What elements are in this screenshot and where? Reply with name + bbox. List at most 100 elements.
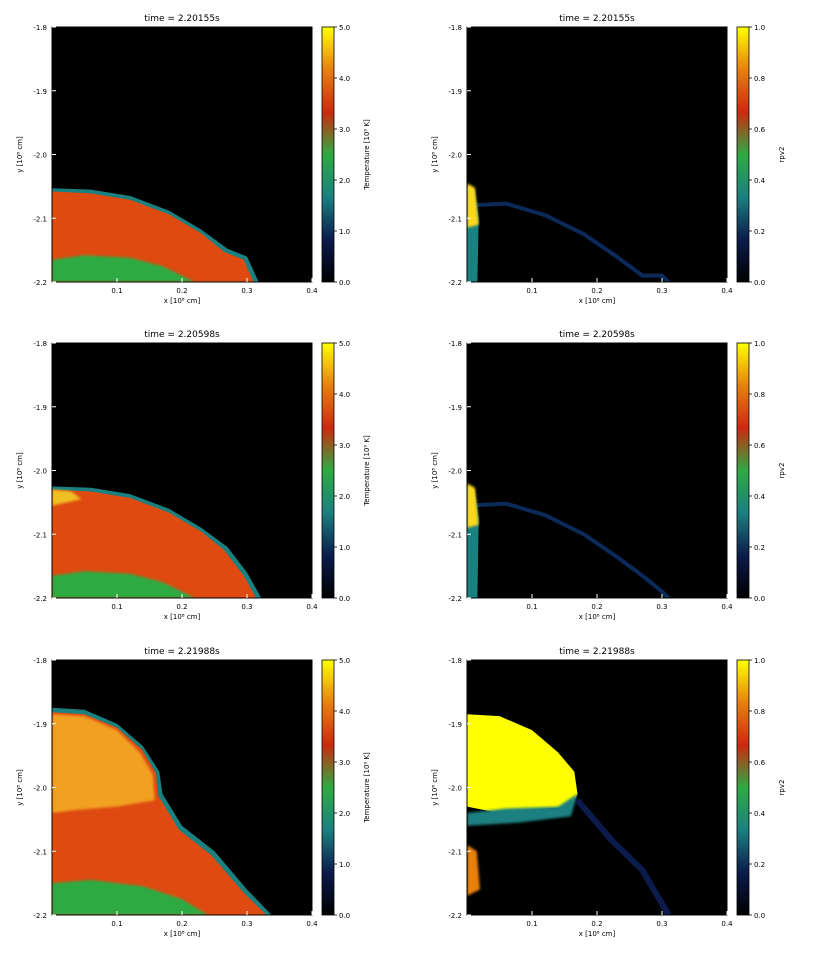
panel-1: time = 2.20155s -1.8 -1.9 -2.0 -2.1 -2.2 0.1 0.… (16, 14, 371, 305)
colorbar-label: Temperature [10⁹ K] (363, 119, 371, 191)
x-tick-label: 0.3 (656, 287, 667, 295)
y-tick-label: -2.1 (448, 215, 462, 223)
colorbar-label: rpv2 (778, 463, 786, 479)
ash-shell (575, 798, 672, 915)
colorbar-tick-label: 0.2 (754, 228, 765, 236)
colorbar-tick-label: 0.6 (754, 759, 766, 767)
panel-2: time = 2.20155s -1.8 -1.9 -2.0 -2.1 -2.2 0.1 0.… (431, 14, 786, 305)
hot-spot (52, 489, 82, 506)
heatmap-background (467, 27, 727, 282)
colorbar-tick-label: 0.8 (754, 391, 765, 399)
colorbar-tick-label: 2.0 (339, 810, 350, 818)
colorbar-tick-label: 0.0 (754, 595, 765, 603)
colorbar-tick-label: 1.0 (754, 657, 765, 665)
colorbar-tick-label: 3.0 (339, 759, 350, 767)
y-tick-label: -1.8 (448, 340, 462, 348)
y-axis-label: y [10⁸ cm] (16, 452, 24, 489)
ash-column (467, 844, 480, 896)
colorbar-tick-label: 5.0 (339, 24, 350, 32)
x-tick-label: 0.4 (306, 920, 318, 928)
y-tick-label: -1.8 (448, 657, 462, 665)
x-tick-label: 0.2 (176, 287, 187, 295)
colorbar-tick-label: 4.0 (339, 75, 350, 83)
colorbar (321, 26, 335, 283)
colorbar-tick-label: 0.4 (754, 177, 766, 185)
x-tick-label: 0.3 (241, 920, 252, 928)
x-tick-label: 0.1 (526, 920, 537, 928)
colorbar-tick-label: 2.0 (339, 493, 350, 501)
y-tick-label: -2.0 (448, 152, 462, 160)
colorbar-tick-label: 4.0 (339, 708, 350, 716)
y-tick-label: -2.0 (33, 468, 47, 476)
x-tick-label: 0.2 (176, 603, 187, 611)
y-tick-label: -1.8 (448, 24, 462, 32)
colorbar-tick-label: 0.2 (754, 544, 765, 552)
panel-4: time = 2.20598s -1.8 -1.9 -2.0 -2.1 -2.2 0.1 0.… (431, 330, 786, 621)
y-tick-label: -1.9 (448, 404, 462, 412)
y-tick-label: -2.2 (33, 912, 47, 920)
ash-core (467, 483, 479, 528)
colorbar-tick-label: 0.8 (754, 708, 765, 716)
y-tick-label: -1.9 (448, 721, 462, 729)
x-tick-label: 0.2 (591, 920, 602, 928)
colorbar-tick-label: 0.0 (339, 595, 350, 603)
y-tick-label: -2.0 (33, 785, 47, 793)
y-axis-label: y [10⁸ cm] (431, 452, 439, 489)
panel-6: time = 2.21988s -1.8 -1.9 -2.0 -2.1 -2.2 0.1 0.… (431, 647, 786, 938)
colorbar (321, 659, 335, 916)
heatmap-field (52, 707, 272, 915)
panel-title: time = 2.21988s (144, 647, 220, 657)
hot-region-body (52, 489, 257, 598)
colorbar-label: rpv2 (778, 780, 786, 796)
ash-bubble-base (467, 793, 578, 826)
x-tick-label: 0.3 (241, 603, 252, 611)
colorbar-tick-label: 0.4 (754, 493, 766, 501)
ash-shell (467, 201, 670, 282)
panel-title: time = 2.20598s (144, 330, 220, 340)
y-tick-label: -1.9 (448, 88, 462, 96)
y-tick-label: -2.0 (448, 468, 462, 476)
y-tick-label: -2.2 (33, 279, 47, 287)
cool-core-region (52, 571, 195, 598)
heatmap-field (467, 483, 670, 598)
x-tick-label: 0.2 (591, 287, 602, 295)
y-tick-label: -1.9 (33, 721, 47, 729)
panel-title: time = 2.20155s (559, 14, 635, 24)
colorbar-tick-label: 5.0 (339, 657, 350, 665)
x-axis-label: x [10⁸ cm] (579, 613, 616, 621)
y-tick-label: -2.2 (33, 595, 47, 603)
x-tick-label: 0.1 (526, 287, 537, 295)
ash-core (467, 183, 479, 228)
panel-title: time = 2.20155s (144, 14, 220, 24)
x-tick-label: 0.3 (656, 920, 667, 928)
colorbar-tick-label: 0.6 (754, 442, 766, 450)
x-tick-label: 0.1 (111, 287, 122, 295)
x-tick-label: 0.4 (306, 603, 318, 611)
ash-shell (467, 501, 670, 598)
colorbar-tick-label: 0.0 (339, 912, 350, 920)
y-tick-label: -2.2 (448, 912, 462, 920)
colorbar-label: Temperature [10⁹ K] (363, 435, 371, 507)
y-tick-label: -2.1 (33, 215, 47, 223)
colorbar (736, 26, 750, 283)
colorbar-tick-label: 0.0 (754, 279, 765, 287)
cool-core-region (52, 255, 195, 282)
colorbar-tick-label: 0.6 (754, 126, 766, 134)
colorbar-tick-label: 1.0 (754, 24, 765, 32)
x-tick-label: 0.4 (306, 287, 318, 295)
x-tick-label: 0.1 (111, 920, 122, 928)
x-tick-label: 0.4 (721, 603, 733, 611)
panel-title: time = 2.21988s (559, 647, 635, 657)
ash-bubble (467, 714, 578, 812)
x-axis-label: x [10⁸ cm] (164, 930, 201, 938)
x-tick-label: 0.1 (111, 603, 122, 611)
colorbar-tick-label: 4.0 (339, 391, 350, 399)
colorbar-tick-label: 0.0 (754, 912, 765, 920)
colorbar (321, 342, 335, 599)
x-axis-label: x [10⁸ cm] (164, 297, 201, 305)
y-tick-label: -1.8 (33, 657, 47, 665)
y-tick-label: -2.0 (448, 785, 462, 793)
y-tick-label: -2.1 (448, 848, 462, 856)
